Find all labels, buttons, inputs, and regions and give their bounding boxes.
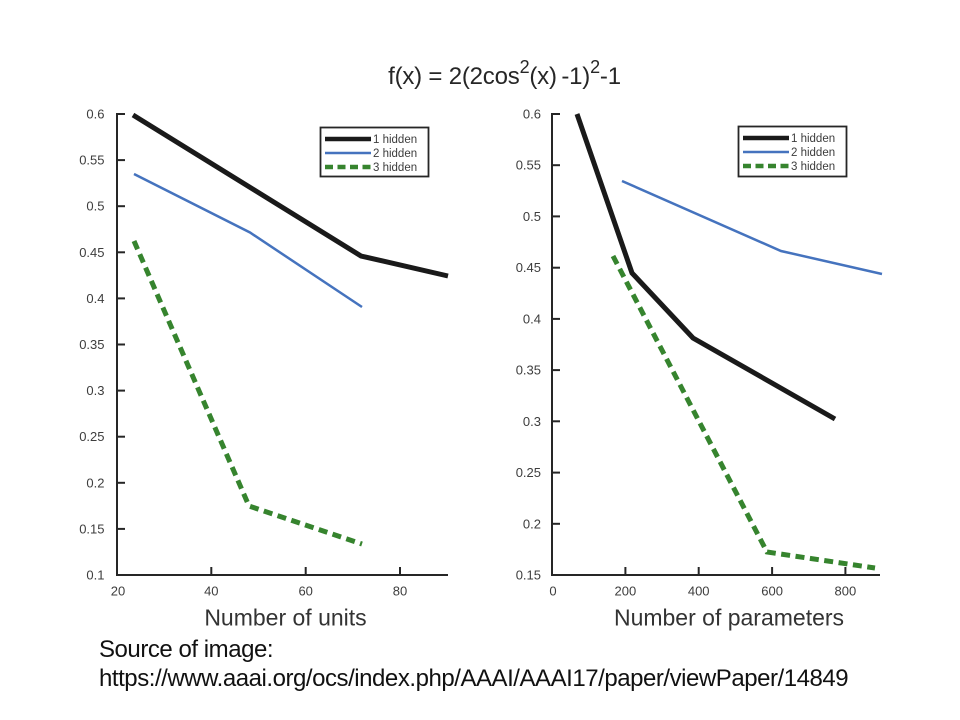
svg-text:0.3: 0.3 xyxy=(86,383,104,398)
svg-text:0.3: 0.3 xyxy=(523,414,541,429)
svg-text:0.15: 0.15 xyxy=(79,521,104,536)
svg-text:20: 20 xyxy=(111,584,125,599)
svg-text:Number of parameters: Number of parameters xyxy=(614,605,844,631)
svg-text:0.35: 0.35 xyxy=(79,337,104,352)
svg-text:400: 400 xyxy=(688,584,710,599)
svg-text:40: 40 xyxy=(204,584,218,599)
svg-text:0: 0 xyxy=(549,584,556,599)
svg-text:2 hidden: 2 hidden xyxy=(791,147,835,159)
svg-text:600: 600 xyxy=(761,584,783,599)
svg-text:1 hidden: 1 hidden xyxy=(791,133,835,145)
svg-text:0.45: 0.45 xyxy=(516,260,541,275)
svg-text:80: 80 xyxy=(393,584,407,599)
svg-text:0.2: 0.2 xyxy=(86,475,104,490)
svg-text:0.2: 0.2 xyxy=(523,516,541,531)
svg-text:1 hidden: 1 hidden xyxy=(373,134,417,146)
svg-text:0.4: 0.4 xyxy=(86,291,104,306)
svg-text:0.25: 0.25 xyxy=(516,465,541,480)
svg-text:2 hidden: 2 hidden xyxy=(373,148,417,160)
svg-text:0.6: 0.6 xyxy=(86,107,104,122)
svg-text:0.35: 0.35 xyxy=(516,363,541,378)
svg-text:0.5: 0.5 xyxy=(523,209,541,224)
svg-text:3 hidden: 3 hidden xyxy=(373,162,417,174)
svg-text:0.45: 0.45 xyxy=(79,245,104,260)
svg-text:0.25: 0.25 xyxy=(79,429,104,444)
svg-text:0.4: 0.4 xyxy=(523,311,541,326)
svg-text:60: 60 xyxy=(298,584,312,599)
svg-text:0.5: 0.5 xyxy=(86,199,104,214)
svg-text:800: 800 xyxy=(835,584,857,599)
svg-text:0.6: 0.6 xyxy=(523,107,541,122)
svg-text:0.55: 0.55 xyxy=(516,158,541,173)
svg-text:200: 200 xyxy=(615,584,637,599)
svg-text:0.1: 0.1 xyxy=(86,568,104,583)
svg-text:3 hidden: 3 hidden xyxy=(791,161,835,173)
svg-text:0.55: 0.55 xyxy=(79,153,104,168)
svg-text:0.15: 0.15 xyxy=(516,568,541,583)
svg-text:Number of units: Number of units xyxy=(204,605,366,631)
